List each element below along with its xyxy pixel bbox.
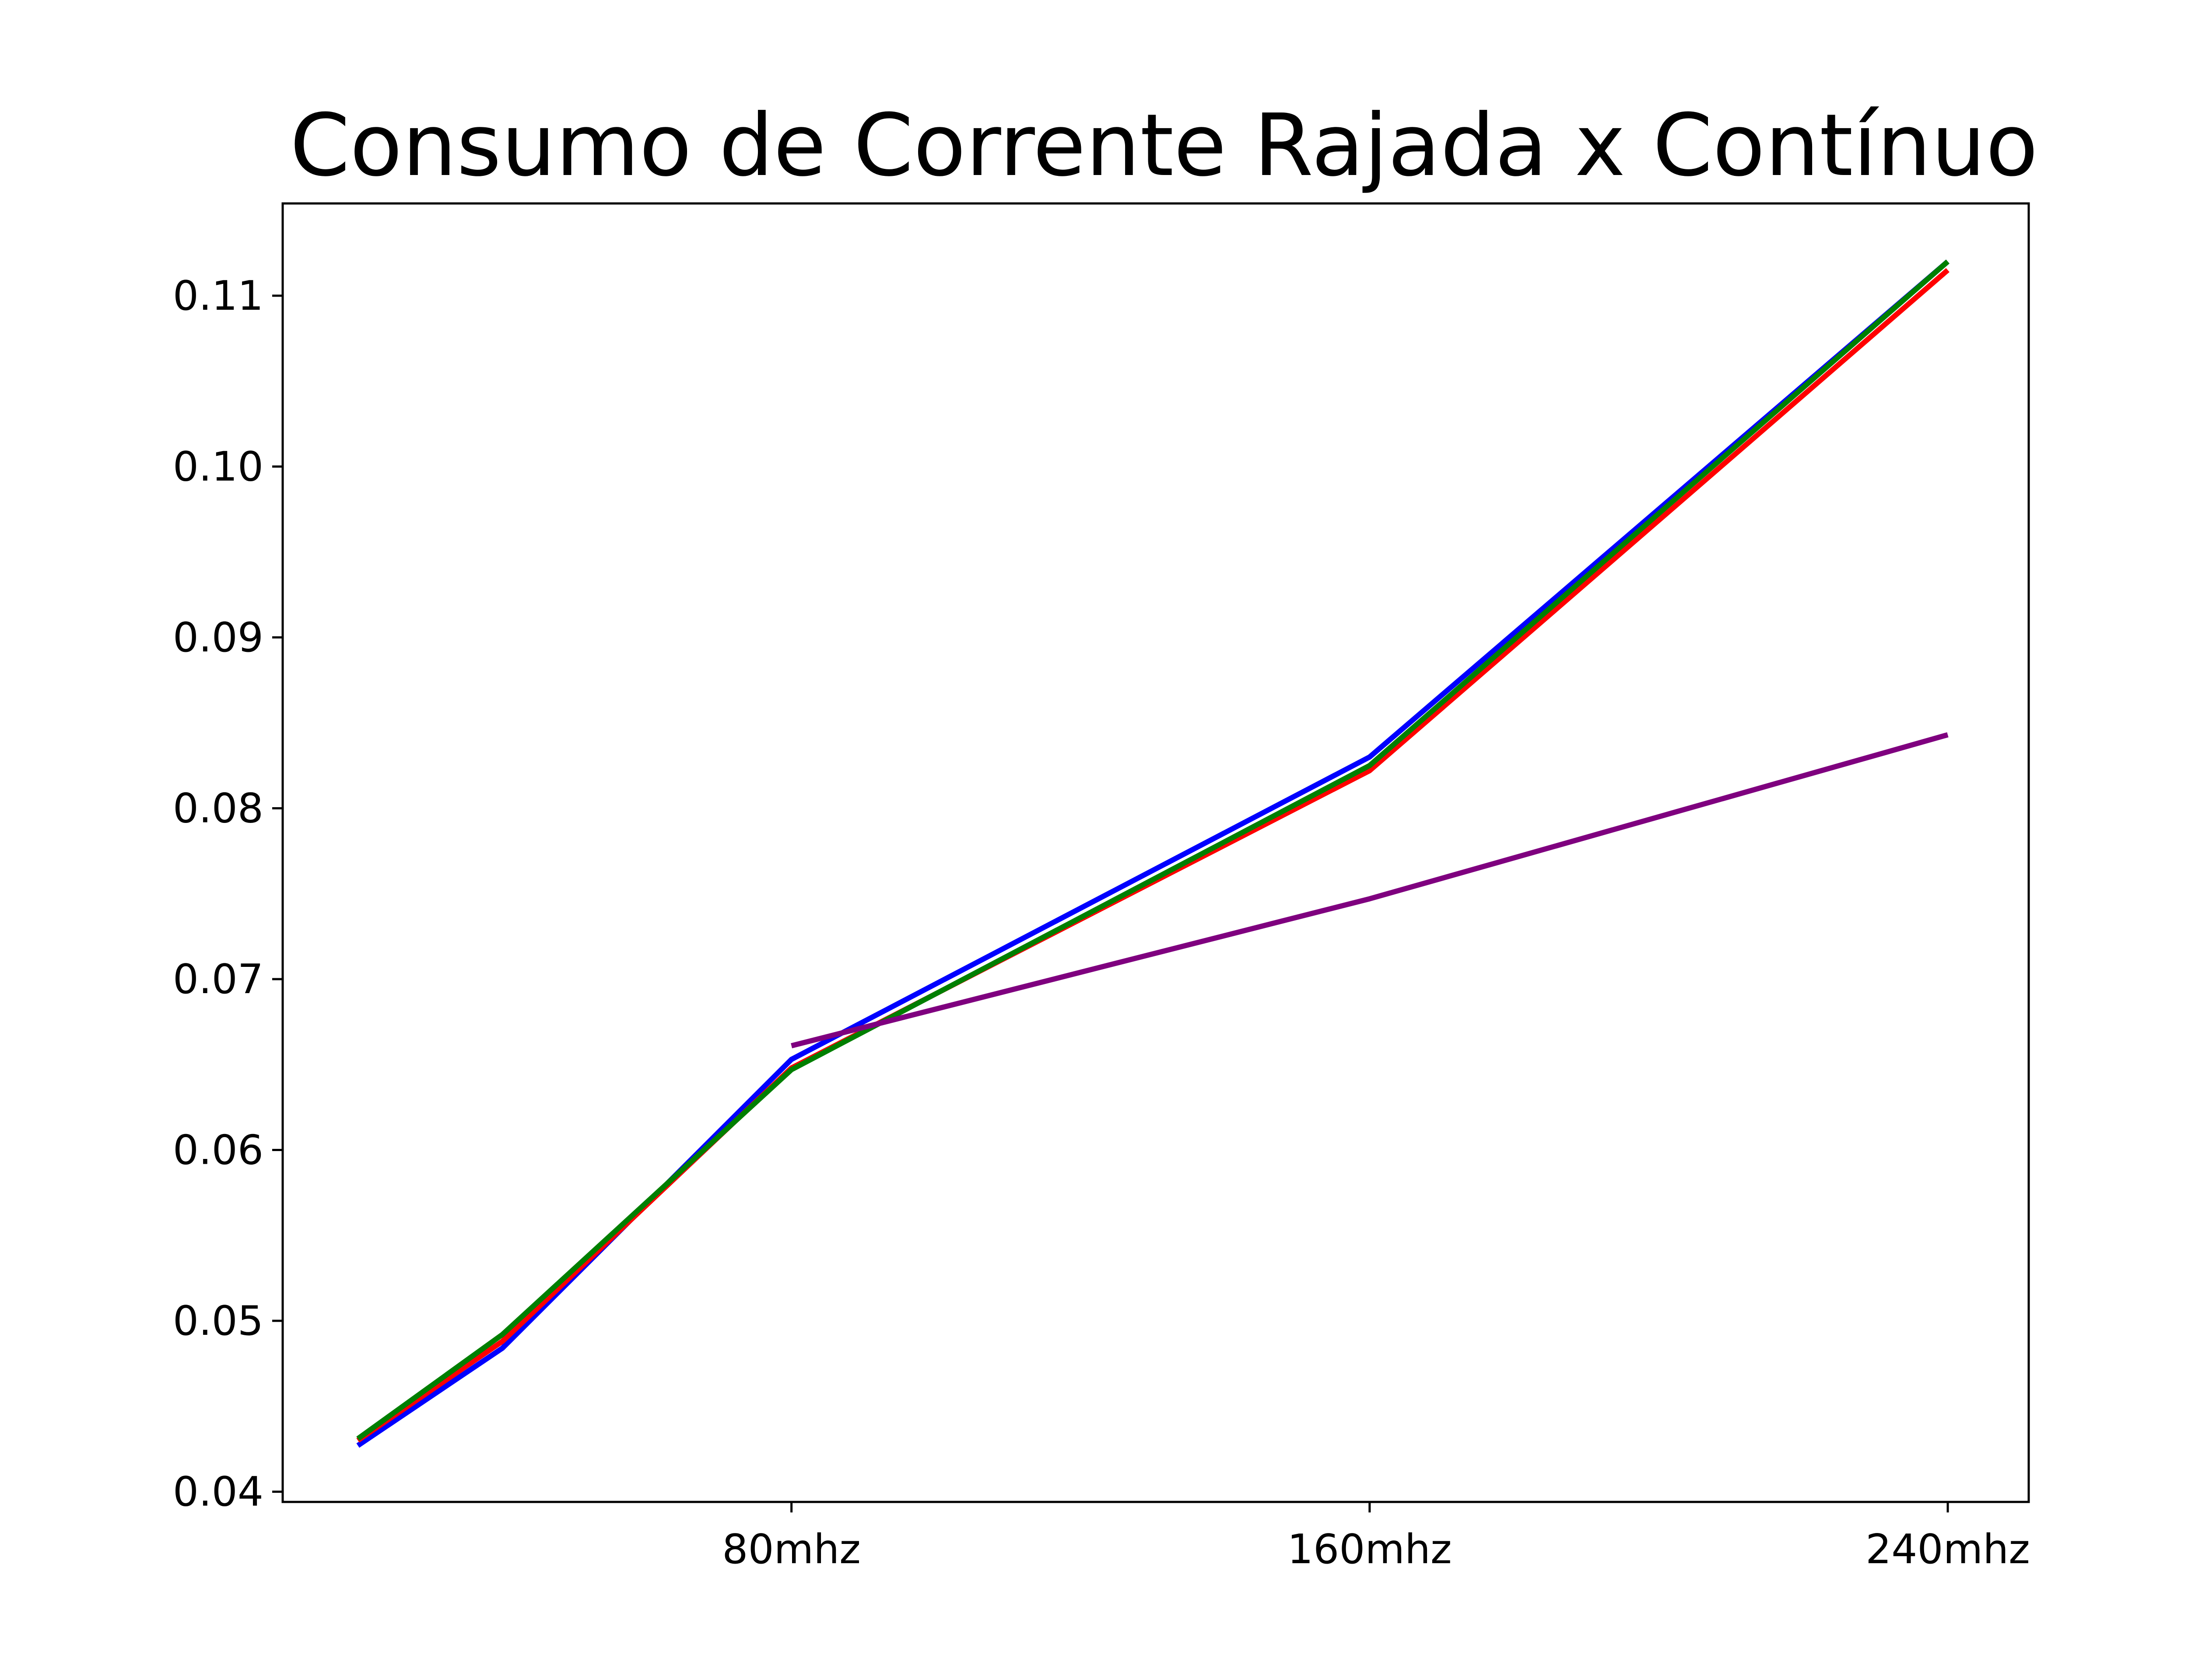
chart-title: Consumo de Corrente Rajada x Contínuo <box>290 96 2038 196</box>
plot-frame <box>281 202 2030 1503</box>
y-tick-label-3: 0.06 <box>173 1127 263 1174</box>
x-tick-label-3: 240mhz <box>1865 1526 2030 1573</box>
y-tick-label-1: 0.04 <box>173 1468 263 1516</box>
x-tick-label-2: 160mhz <box>1287 1526 1452 1573</box>
y-tick-label-6: 0.09 <box>173 614 263 661</box>
x-tick-label-1: 80mhz <box>722 1526 861 1573</box>
y-tick-label-5: 0.08 <box>173 784 263 832</box>
series-line-4 <box>791 732 1949 1049</box>
y-tick-label-4: 0.07 <box>173 956 263 1003</box>
series-line-1 <box>356 259 1950 1448</box>
y-tick-label-7: 0.10 <box>173 443 263 490</box>
y-tick-label-2: 0.05 <box>173 1297 263 1344</box>
y-tick-label-8: 0.11 <box>173 272 263 319</box>
series-line-3 <box>356 259 1950 1441</box>
series-layer <box>356 259 1950 1448</box>
axes-layer: 0.04 0.05 0.06 0.07 0.08 0.09 0.10 0.11 80mhz 160… <box>173 202 2030 1573</box>
